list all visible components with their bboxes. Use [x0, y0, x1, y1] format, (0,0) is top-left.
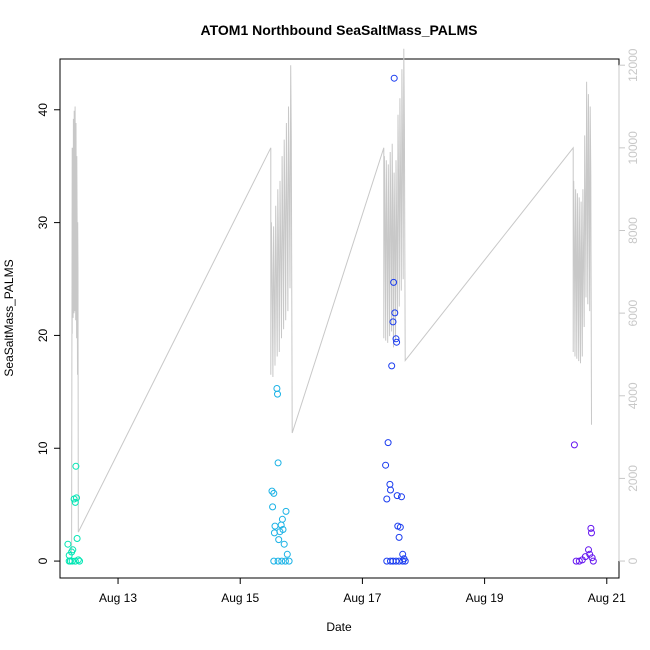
altitude-line: [71, 48, 592, 553]
data-point: [279, 526, 287, 533]
y-tick-label: 20: [36, 328, 50, 342]
data-point: [588, 554, 596, 562]
y-tick-label: 0: [36, 557, 50, 564]
data-point: [589, 557, 597, 565]
right-y-tick-label: 2000: [626, 465, 640, 492]
data-point: [275, 536, 283, 544]
data-point: [399, 550, 407, 558]
data-point: [268, 487, 276, 495]
x-axis-label: Date: [326, 620, 352, 634]
right-y-tick-label: 8000: [626, 217, 640, 244]
data-point: [392, 557, 400, 565]
data-point: [396, 523, 404, 531]
data-point: [71, 557, 79, 565]
x-tick-label: Aug 15: [221, 591, 259, 605]
data-point: [390, 278, 398, 286]
x-tick-label: Aug 21: [588, 591, 626, 605]
data-point: [73, 535, 81, 542]
data-point: [282, 507, 290, 515]
data-point: [386, 480, 394, 488]
data-point: [389, 318, 397, 326]
data-point: [585, 546, 592, 554]
data-point: [395, 533, 403, 541]
plot-frame: [59, 58, 620, 579]
data-point: [281, 557, 289, 565]
data-point: [270, 489, 278, 497]
x-axis: Aug 13 Aug 15 Aug 17 Aug 19 Aug 21: [99, 577, 626, 605]
data-point: [398, 493, 405, 501]
y-tick-label: 30: [36, 216, 50, 230]
data-point: [283, 550, 291, 558]
data-point: [72, 462, 80, 470]
right-y-tick-label: 12000: [626, 48, 640, 82]
y-axis-right: 0 2000 4000 6000 8000 10000 12000: [618, 48, 640, 564]
right-y-tick-label: 0: [626, 557, 640, 564]
y-tick-label: 40: [36, 103, 50, 117]
data-point: [271, 522, 279, 530]
data-point: [76, 557, 83, 565]
data-point: [270, 529, 278, 537]
data-points: [64, 74, 597, 565]
data-point: [387, 486, 394, 494]
data-point: [269, 503, 277, 511]
data-point: [280, 540, 288, 548]
right-y-tick-label: 6000: [626, 299, 640, 326]
data-point: [71, 498, 79, 506]
data-point: [274, 557, 282, 565]
data-point: [68, 557, 76, 565]
y-axis-label: SeaSaltMass_PALMS: [2, 259, 16, 376]
data-point: [64, 540, 72, 548]
data-point: [69, 546, 77, 554]
data-point: [273, 385, 281, 392]
data-point: [401, 557, 409, 565]
data-point: [384, 439, 392, 447]
data-point: [587, 524, 595, 532]
x-tick-label: Aug 17: [343, 591, 381, 605]
data-point: [285, 557, 293, 565]
data-point: [73, 494, 80, 502]
data-point: [383, 495, 391, 503]
data-point: [278, 515, 286, 523]
data-point: [399, 557, 407, 565]
data-point: [391, 309, 399, 317]
data-point: [270, 557, 278, 565]
data-point: [393, 492, 401, 500]
data-point: [393, 338, 401, 346]
data-point: [382, 461, 390, 469]
altitude-track: [71, 48, 592, 553]
x-tick-label: Aug 13: [99, 591, 137, 605]
right-y-tick-label: 4000: [626, 382, 640, 409]
right-y-tick-label: 10000: [626, 131, 640, 165]
y-axis: 0 10 20 30 40: [36, 103, 61, 564]
data-point: [388, 362, 396, 370]
data-point: [570, 441, 578, 449]
data-point: [274, 459, 282, 467]
x-tick-label: Aug 19: [466, 591, 504, 605]
y-tick-label: 10: [36, 441, 50, 455]
data-point: [588, 529, 595, 537]
data-point: [390, 74, 398, 82]
chart-title: ATOM1 Northbound SeaSaltMass_PALMS: [201, 22, 478, 38]
data-point: [274, 390, 281, 398]
data-point: [392, 335, 400, 343]
data-point: [278, 557, 286, 565]
